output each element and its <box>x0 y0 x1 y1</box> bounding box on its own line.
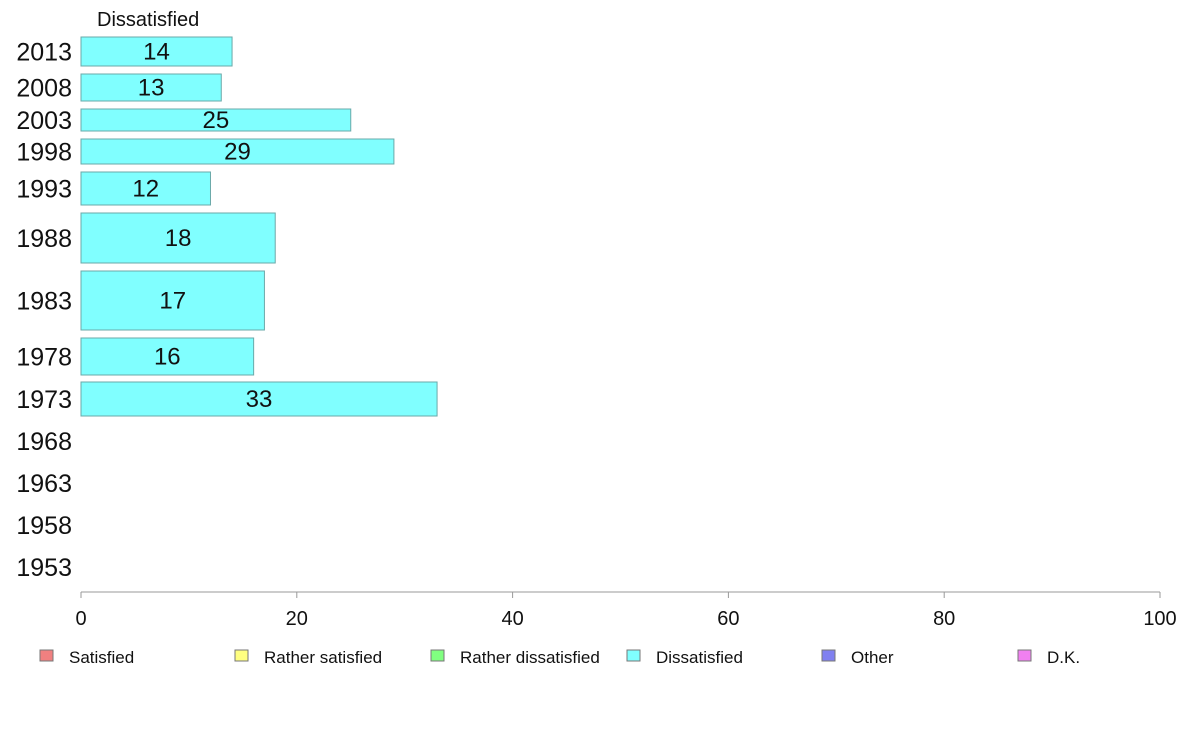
x-tick-label-20: 20 <box>286 608 308 630</box>
bar-1993 <box>80 171 211 206</box>
year-label-2013: 2013 <box>16 39 72 67</box>
legend-label-4: Other <box>851 648 894 667</box>
year-label-1953: 1953 <box>16 554 72 582</box>
year-label-1993: 1993 <box>16 176 72 204</box>
bar-value-label-1998: 29 <box>224 139 251 166</box>
year-label-1963: 1963 <box>16 470 72 498</box>
year-label-1983: 1983 <box>16 288 72 316</box>
bar-value-label-2013: 14 <box>143 39 170 66</box>
bar-value-label-1983: 17 <box>159 288 186 315</box>
x-axis-ticks: 0 20 40 60 80 100 <box>75 592 1177 630</box>
bar-1973 <box>80 381 438 417</box>
year-label-2008: 2008 <box>16 75 72 103</box>
year-label-1968: 1968 <box>16 428 72 456</box>
bar-value-label-1993: 12 <box>132 176 159 203</box>
year-label-1978: 1978 <box>16 344 72 372</box>
legend-swatch-3 <box>626 649 641 662</box>
bar-2013 <box>80 36 233 67</box>
bar-1988 <box>80 212 276 264</box>
legend-swatch-5 <box>1017 649 1032 662</box>
series-title: Dissatisfied <box>97 9 199 31</box>
x-tick-label-80: 80 <box>933 608 955 630</box>
x-tick-label-40: 40 <box>501 608 523 630</box>
legend-label-3: Dissatisfied <box>656 648 743 667</box>
bar-value-label-2008: 13 <box>138 75 165 102</box>
legend-swatch-2 <box>430 649 445 662</box>
bar-value-label-1988: 18 <box>165 225 192 252</box>
bar-1998 <box>80 138 395 165</box>
x-tick-label-0: 0 <box>75 608 86 630</box>
year-label-1973: 1973 <box>16 386 72 414</box>
legend-label-1: Rather satisfied <box>264 648 382 667</box>
legend: Satisfied Rather satisfied Rather dissatis… <box>39 648 1080 667</box>
legend-swatch-4 <box>821 649 836 662</box>
x-tick-label-100: 100 <box>1143 608 1176 630</box>
legend-label-5: D.K. <box>1047 648 1080 667</box>
bar-2003 <box>80 108 352 132</box>
legend-swatch-1 <box>234 649 249 662</box>
legend-label-2: Rather dissatisfied <box>460 648 600 667</box>
bar-value-label-1973: 33 <box>246 386 273 413</box>
year-label-1958: 1958 <box>16 512 72 540</box>
bar-2008 <box>80 73 222 102</box>
year-label-1998: 1998 <box>16 139 72 167</box>
year-label-1988: 1988 <box>16 225 72 253</box>
bar-value-label-2003: 25 <box>203 107 230 134</box>
bar-value-label-1978: 16 <box>154 344 181 371</box>
bar-1983 <box>80 270 265 331</box>
year-label-2003: 2003 <box>16 107 72 135</box>
year-labels: 2013 2008 2003 1998 1993 1988 1983 1978 1973 1968… <box>16 39 72 583</box>
x-tick-label-60: 60 <box>717 608 739 630</box>
legend-swatch-0 <box>39 649 54 662</box>
bar-1978 <box>80 337 255 376</box>
legend-label-0: Satisfied <box>69 648 134 667</box>
